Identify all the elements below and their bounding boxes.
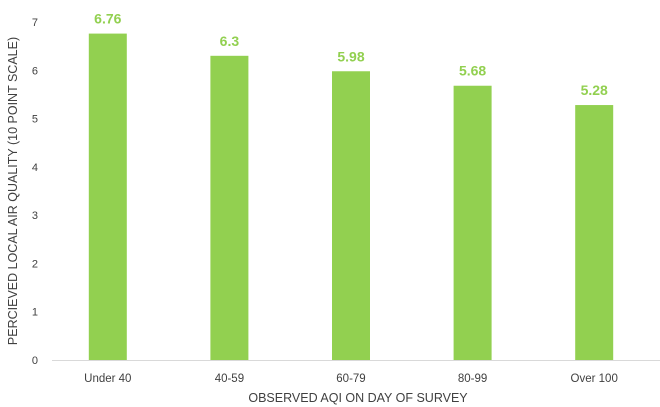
y-axis-ticks: 0 1 2 3 4 5 6 7 bbox=[32, 17, 38, 367]
bar-value-label: 5.68 bbox=[459, 63, 486, 79]
bar-value-label: 6.76 bbox=[94, 11, 121, 27]
y-tick-label: 4 bbox=[32, 162, 38, 174]
x-axis-title: OBSERVED AQI ON DAY OF SURVEY bbox=[248, 391, 468, 405]
bars-group bbox=[88, 33, 614, 361]
bar bbox=[332, 71, 370, 360]
y-tick-label: 1 bbox=[32, 307, 38, 319]
x-category-label: 60-79 bbox=[336, 373, 365, 385]
x-category-label: 40-59 bbox=[215, 373, 244, 385]
x-category-label: Under 40 bbox=[84, 373, 131, 385]
x-category-label: 80-99 bbox=[458, 373, 487, 385]
y-tick-label: 6 bbox=[32, 65, 38, 77]
bar-value-label: 5.28 bbox=[581, 82, 608, 98]
x-axis-categories: Under 40 40-59 60-79 80-99 Over 100 bbox=[84, 373, 618, 385]
y-tick-label: 2 bbox=[32, 258, 38, 270]
y-tick-label: 7 bbox=[32, 17, 38, 29]
bar bbox=[88, 33, 127, 361]
bar bbox=[453, 85, 492, 360]
bar bbox=[575, 105, 614, 361]
y-tick-label: 0 bbox=[32, 355, 38, 367]
bar bbox=[210, 55, 249, 361]
data-labels-group: 6.76 6.3 5.98 5.68 5.28 bbox=[94, 11, 608, 98]
bar-value-label: 5.98 bbox=[337, 48, 364, 64]
y-tick-label: 5 bbox=[32, 114, 38, 126]
x-category-label: Over 100 bbox=[571, 373, 618, 385]
bar-value-label: 6.3 bbox=[220, 33, 240, 49]
y-tick-label: 3 bbox=[32, 210, 38, 222]
y-axis-title: PERCIEVED LOCAL AIR QUALITY (10 POINT SC… bbox=[6, 37, 20, 345]
